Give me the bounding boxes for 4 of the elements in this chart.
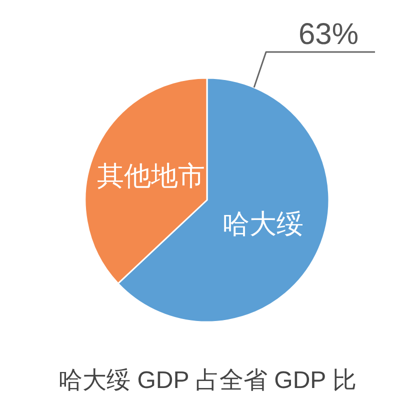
data-label: 63% <box>298 18 359 51</box>
slice-label: 其他地市 <box>97 160 206 191</box>
slice-label: 哈大绥 <box>222 209 304 240</box>
text: 哈大绥 GDP 占全省 GDP 比 <box>58 367 356 394</box>
